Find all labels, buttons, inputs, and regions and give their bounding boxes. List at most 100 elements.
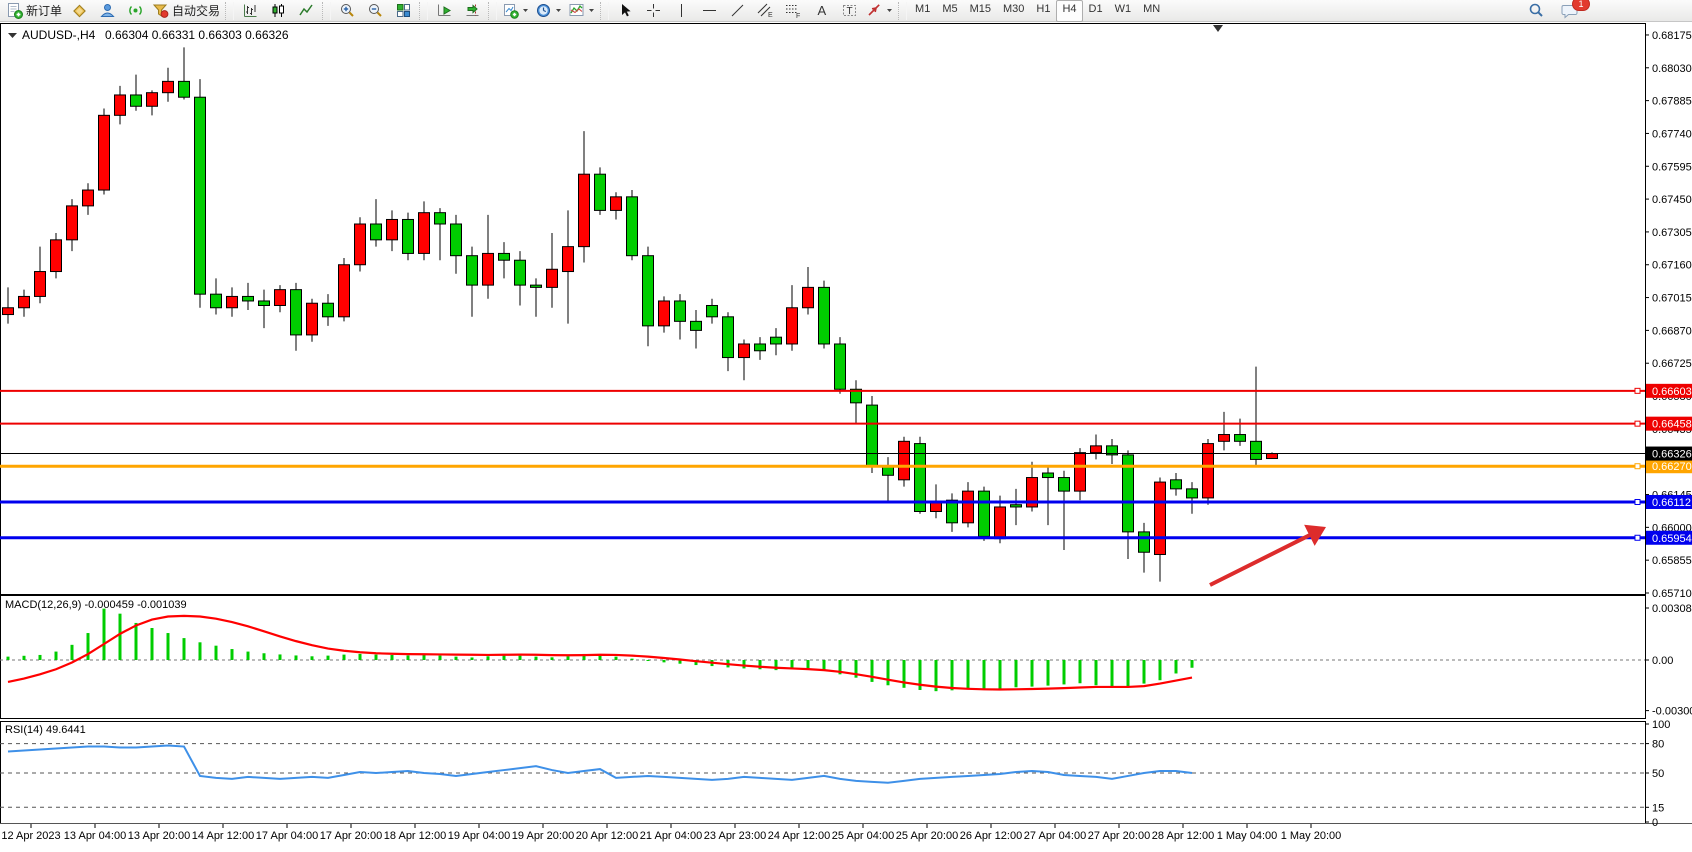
price-line-label: 0.66603 — [1652, 386, 1692, 398]
rsi-line — [7, 744, 1193, 784]
chart-shift-marker[interactable] — [1213, 25, 1223, 32]
community-button[interactable] — [93, 0, 121, 22]
chart-area[interactable]: 0.68175 0.68030 0.67885 0.67740 0.67595 0.674… — [0, 22, 1692, 852]
candle-body — [578, 173, 590, 248]
tile-windows-button[interactable] — [389, 0, 417, 22]
price-tick-label: 0.65710 — [1652, 588, 1692, 600]
time-tick-label: 13 Apr 20:00 — [128, 830, 190, 842]
macd-signal-line — [7, 614, 1193, 691]
candle-body — [34, 271, 46, 297]
candle-body — [1202, 443, 1214, 499]
candle-body — [50, 239, 62, 273]
candle-body — [482, 252, 494, 286]
chart-shift-button[interactable] — [458, 0, 486, 22]
chat-button[interactable]: 1 — [1556, 0, 1590, 22]
auto-scroll-icon — [436, 2, 453, 19]
line-handle[interactable] — [1634, 498, 1641, 505]
autotrading-label: 自动交易 — [172, 4, 221, 18]
zoom-in-button[interactable] — [333, 0, 361, 22]
arrows-tool-button[interactable] — [863, 0, 896, 22]
timeframe-button-M1[interactable]: M1 — [915, 2, 931, 15]
vertical-line-tool-button[interactable] — [667, 0, 695, 22]
candle-body — [738, 343, 750, 359]
current-price-label: 0.66326 — [1652, 449, 1692, 461]
signals-button[interactable] — [121, 0, 149, 22]
horizontal-line-tool-button[interactable] — [695, 0, 723, 22]
fibonacci-tool-button[interactable]: F — [779, 0, 807, 22]
timeframe-button-MN[interactable]: MN — [1143, 2, 1161, 15]
current-price-label-box — [1646, 446, 1692, 461]
time-tick-label: 21 Apr 04:00 — [640, 830, 702, 842]
new-chart-button[interactable] — [499, 0, 532, 22]
dropdown-caret-icon — [555, 7, 562, 14]
market-watch-button[interactable] — [65, 0, 93, 22]
line-handle[interactable] — [1634, 534, 1641, 541]
timeframe-button-H1[interactable]: H1 — [1036, 2, 1051, 15]
symbol-dropdown-icon[interactable] — [8, 33, 17, 38]
line-handle[interactable] — [1634, 463, 1641, 470]
search-button[interactable] — [1522, 0, 1550, 22]
cursor-tool-button[interactable] — [611, 0, 639, 22]
trend-arrow[interactable] — [1209, 524, 1326, 587]
candle-body — [1154, 481, 1166, 556]
timeframe-button-M5[interactable]: M5 — [942, 2, 958, 15]
candle-body — [2, 307, 14, 316]
crosshair-tool-button[interactable] — [639, 0, 667, 22]
timeframe-button-M15[interactable]: M15 — [969, 2, 991, 15]
price-tick-label: 0.67595 — [1652, 161, 1692, 173]
channel-tool-button[interactable]: E — [751, 0, 779, 22]
zoom-out-icon — [367, 2, 384, 19]
price-tick-label: 0.67015 — [1652, 293, 1692, 305]
chart-canvas[interactable]: 0.68175 0.68030 0.67885 0.67740 0.67595 0.674… — [0, 22, 1692, 852]
toolbar-separator — [898, 1, 908, 20]
timeframe-button-M30[interactable]: M30 — [1003, 2, 1025, 15]
time-axis[interactable]: 12 Apr 2023 13 Apr 04:00 13 Apr 20:00 14 Ap… — [1, 824, 1341, 842]
timeframe-button-W1[interactable]: W1 — [1114, 2, 1132, 15]
autotrading-button[interactable]: 自动交易 — [149, 0, 223, 22]
clock-icon — [535, 2, 552, 19]
svg-text:T: T — [846, 6, 852, 17]
new-order-button[interactable]: 新订单 — [3, 0, 65, 22]
text-tool-icon: A — [813, 2, 830, 19]
price-axis[interactable]: 0.68175 0.68030 0.67885 0.67740 0.67595 0.674… — [1645, 30, 1692, 600]
price-tick-label: 0.66870 — [1652, 325, 1692, 337]
text-label-tool-button[interactable]: T — [835, 0, 863, 22]
profiles-button[interactable] — [532, 0, 565, 22]
trendline-icon — [729, 2, 746, 19]
candlestick-chart-button[interactable] — [264, 0, 292, 22]
text-tool-button[interactable]: A — [807, 0, 835, 22]
timeframe-button-H4[interactable]: H4 — [1056, 0, 1083, 22]
candle-body — [770, 336, 782, 345]
tile-windows-icon — [395, 2, 412, 19]
price-line-label-box — [1646, 416, 1692, 431]
line-handle[interactable] — [1634, 420, 1641, 427]
indicators-button[interactable] — [565, 0, 598, 22]
time-tick-label: 20 Apr 12:00 — [576, 830, 638, 842]
candle-body — [1058, 477, 1070, 492]
dropdown-caret-icon — [886, 7, 893, 14]
candle-body — [898, 440, 910, 481]
timeframe-button-D1[interactable]: D1 — [1088, 2, 1103, 15]
gold-diamond-icon — [71, 2, 88, 19]
line-chart-button[interactable] — [292, 0, 320, 22]
toolbar-separator — [488, 1, 498, 20]
candle-body — [98, 114, 110, 191]
candle-body — [130, 94, 142, 107]
line-handle[interactable] — [1634, 387, 1641, 394]
bar-chart-button[interactable] — [236, 0, 264, 22]
price-tick-label: 0.65855 — [1652, 555, 1692, 567]
rsi-axis-label: 50 — [1652, 768, 1664, 780]
zoom-out-button[interactable] — [361, 0, 389, 22]
svg-text:E: E — [768, 12, 773, 19]
trendline-tool-button[interactable] — [723, 0, 751, 22]
time-tick-label: 25 Apr 04:00 — [832, 830, 894, 842]
zoom-in-icon — [339, 2, 356, 19]
candle-body — [114, 94, 126, 116]
time-tick-label: 19 Apr 04:00 — [448, 830, 510, 842]
bar-chart-icon — [242, 2, 259, 19]
auto-scroll-button[interactable] — [430, 0, 458, 22]
candle-body — [226, 295, 238, 309]
candle-body — [434, 212, 446, 225]
candle-body — [1218, 434, 1230, 442]
text-label-icon: T — [841, 2, 858, 19]
